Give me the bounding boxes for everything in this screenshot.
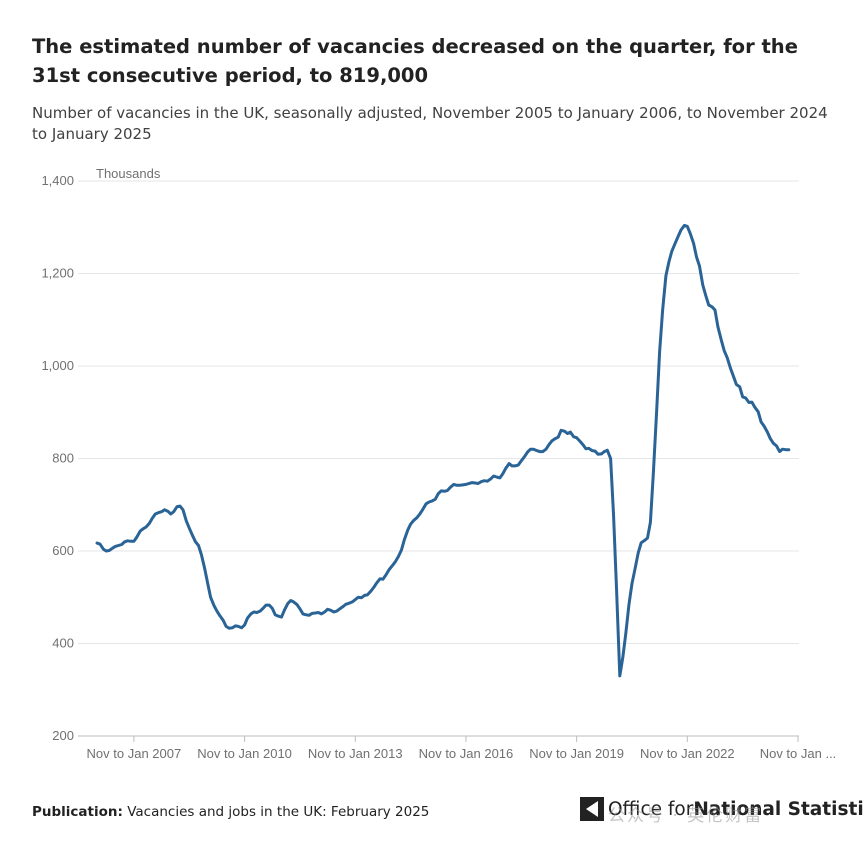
y-tick-label: 1,000	[41, 358, 74, 373]
page-title: The estimated number of vacancies decrea…	[32, 35, 798, 87]
y-tick-label: 400	[52, 636, 74, 651]
publication-label: Publication:	[32, 804, 123, 820]
logo-text-part2: National Statistics	[693, 798, 864, 820]
vacancies-line-chart: 200 400 600 800 1,000 1,200 1,400 Nov to Jan 2…	[41, 166, 837, 761]
y-axis-unit-label: Thousands	[96, 166, 161, 181]
y-tick-label: 1,400	[41, 173, 74, 188]
y-tick-label: 800	[52, 451, 74, 466]
x-tick-label: Nov to Jan 2007	[87, 746, 182, 761]
y-tick-label: 200	[52, 728, 74, 743]
x-tick-label: Nov to Jan 2019	[529, 746, 624, 761]
x-tick-label: Nov to Jan 2016	[419, 746, 514, 761]
logo-text-part1: Office for	[608, 798, 694, 820]
publication-footer: Publication: Vacancies and jobs in the U…	[32, 804, 429, 820]
y-tick-label: 600	[52, 543, 74, 558]
x-tick-label: Nov to Jan 2010	[197, 746, 292, 761]
y-tick-label: 1,200	[41, 266, 74, 281]
ons-logo[interactable]: Office for National Statistics	[580, 797, 864, 821]
chart-subtitle: Number of vacancies in the UK, seasonall…	[32, 104, 828, 143]
x-tick-label: Nov to Jan 2022	[640, 746, 735, 761]
vacancies-series-line	[95, 223, 791, 678]
publication-link[interactable]: Vacancies and jobs in the UK: February 2…	[127, 804, 430, 820]
ons-logo-icon	[580, 797, 604, 821]
x-tick-label: Nov to Jan 2013	[308, 746, 403, 761]
x-tick-label: Nov to Jan ...	[760, 746, 837, 761]
